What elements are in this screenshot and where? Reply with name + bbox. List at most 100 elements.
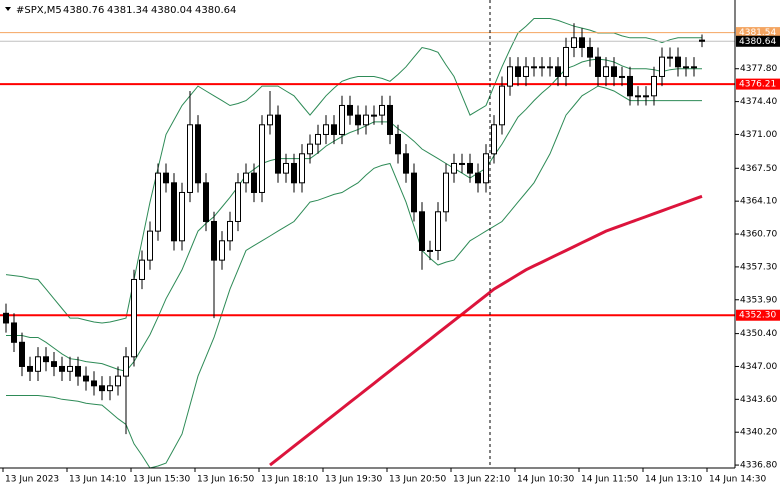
x-tick-label: 13 Jun 15:30 <box>133 475 190 485</box>
candle-body <box>555 66 561 77</box>
candle-body <box>19 341 25 367</box>
x-tick-label: 14 Jun 13:10 <box>645 475 702 485</box>
candle-body <box>219 240 225 261</box>
candle-body <box>115 375 121 387</box>
candle-body <box>475 172 481 184</box>
y-tick-label: 4343.60 <box>740 395 777 405</box>
candle-body <box>595 56 601 77</box>
candle-body <box>299 153 305 184</box>
candle-body <box>675 56 681 68</box>
header-low: 4380.04 <box>151 5 192 16</box>
header-high: 4381.34 <box>107 5 148 16</box>
x-tick-label: 13 Jun 16:50 <box>197 475 254 485</box>
y-tick-label: 4357.30 <box>740 262 777 272</box>
candle-body <box>387 104 393 135</box>
price-label: 4352.30 <box>739 311 776 321</box>
candle-body <box>139 259 145 280</box>
x-tick-label: 14 Jun 14:30 <box>709 475 766 485</box>
symbol: #SPX,M5 <box>16 5 62 16</box>
price-label: 4381.54 <box>739 28 776 38</box>
price-label-box <box>736 35 780 47</box>
header-close: 4380.64 <box>195 5 236 16</box>
y-tick-label: 4353.90 <box>740 295 777 305</box>
candle-body <box>691 66 697 69</box>
y-tick-label: 4377.80 <box>740 64 777 74</box>
bollinger-band <box>6 85 702 468</box>
candle-body <box>355 114 361 126</box>
candle-body <box>227 220 233 242</box>
moving-average <box>269 194 703 467</box>
price-label-box <box>736 27 780 39</box>
candle-body <box>483 153 489 184</box>
plot-area <box>0 18 735 468</box>
y-tick-label: 4364.10 <box>740 197 777 207</box>
candle-body <box>371 114 377 117</box>
x-tick-label: 13 Jun 22:10 <box>453 475 510 485</box>
y-tick-label: 4367.50 <box>740 164 777 174</box>
candle-body <box>275 114 281 174</box>
candle-body <box>419 211 425 251</box>
header-open: 4380.76 <box>63 5 104 16</box>
candle-body <box>259 124 265 193</box>
candle-body <box>427 249 433 252</box>
candle-body <box>339 104 345 135</box>
candle-body <box>251 172 257 193</box>
candle-body <box>147 230 153 261</box>
candle-body <box>267 114 273 126</box>
candle-body <box>123 356 129 377</box>
candle-body <box>187 124 193 193</box>
x-tick-label: 13 Jun 14:10 <box>69 475 126 485</box>
candle-body <box>283 162 289 174</box>
x-tick-label: 13 Jun 20:50 <box>389 475 446 485</box>
y-tick-label: 4336.80 <box>740 461 777 471</box>
candle-body <box>75 365 81 377</box>
y-tick-label: 4374.40 <box>740 97 777 107</box>
candle-body <box>579 37 585 48</box>
candle-body <box>3 312 9 324</box>
x-tick-label: 14 Jun 11:50 <box>581 475 638 485</box>
candle-body <box>683 66 689 69</box>
y-tick-label: 4347.00 <box>740 362 777 372</box>
price-label-box <box>736 78 780 90</box>
candle-body <box>179 191 185 242</box>
price-label: 4376.21 <box>739 80 776 90</box>
candle-body <box>211 220 217 261</box>
candle-body <box>163 172 169 184</box>
bollinger-band <box>6 58 702 372</box>
candle-body <box>603 66 609 77</box>
candle-body <box>587 46 593 58</box>
candle-body <box>571 37 577 48</box>
y-tick-label: 4371.00 <box>740 130 777 140</box>
candle-body <box>667 56 673 59</box>
candle-body <box>91 380 97 387</box>
x-tick-label: 14 Jun 10:30 <box>517 475 574 485</box>
price-label-box <box>736 309 780 321</box>
candle-body <box>379 104 385 116</box>
candle-body <box>243 172 249 184</box>
candle-body <box>363 114 369 126</box>
candle-body <box>699 39 705 42</box>
candle-body <box>67 365 73 372</box>
x-tick-label: 13 Jun 2023 <box>5 475 59 485</box>
candle-body <box>411 172 417 213</box>
bollinger-band <box>5 18 702 324</box>
price-label: 4380.64 <box>739 37 776 47</box>
candle-body <box>403 153 409 174</box>
menu-triangle <box>5 7 11 11</box>
candle-body <box>635 95 641 98</box>
candle-body <box>347 104 353 116</box>
candle-body <box>643 95 649 98</box>
candle-body <box>467 162 473 174</box>
candle-body <box>59 365 65 372</box>
x-tick-label: 13 Jun 18:10 <box>261 475 318 485</box>
y-tick-label: 4340.20 <box>740 428 777 438</box>
candle-body <box>451 162 457 174</box>
candle-body <box>323 124 329 135</box>
candle-body <box>171 182 177 242</box>
candle-body <box>27 365 33 372</box>
candle-body <box>611 66 617 77</box>
candle-body <box>531 66 537 69</box>
candle-body <box>491 124 497 155</box>
candle-body <box>203 182 209 222</box>
